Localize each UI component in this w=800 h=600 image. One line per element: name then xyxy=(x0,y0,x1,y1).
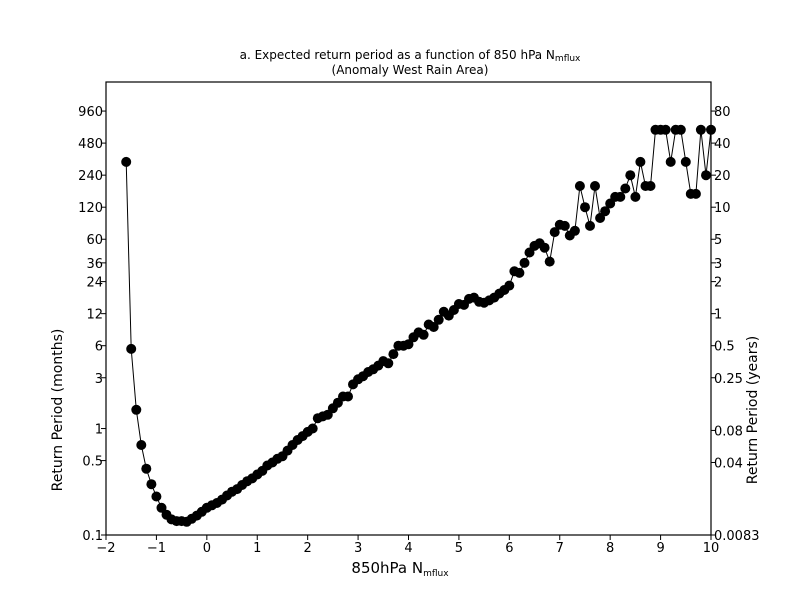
data-point xyxy=(569,225,580,236)
y-right-tick-label: 0.5 xyxy=(714,340,735,355)
x-tick-label: 9 xyxy=(656,541,664,556)
y-right-tick-label: 3 xyxy=(714,257,722,272)
data-point xyxy=(635,156,646,167)
y-left-tick-label: 60 xyxy=(86,233,103,248)
y-right-tick-label: 0.0083 xyxy=(714,529,760,544)
y-right-tick-label: 20 xyxy=(714,169,731,184)
x-tick-label: −2 xyxy=(96,541,115,556)
x-tick-label: 10 xyxy=(703,541,720,556)
y-right-tick-label: 0.08 xyxy=(714,424,743,439)
y-right-tick-label: 10 xyxy=(714,201,731,216)
data-point xyxy=(121,156,132,167)
data-point xyxy=(504,280,515,291)
data-point xyxy=(600,206,611,217)
data-point xyxy=(665,156,676,167)
y-left-tick-label: 6 xyxy=(95,340,103,355)
data-point xyxy=(615,191,626,202)
data-point xyxy=(428,322,439,332)
data-point xyxy=(156,502,167,513)
x-axis-label-text: 850hPa N xyxy=(351,559,423,577)
y-right-tick-label: 0.25 xyxy=(714,372,743,387)
x-axis-ticks: −2 −1 0 1 2 3 4 5 6 7 8 9 10 xyxy=(96,535,719,556)
x-tick-label: 3 xyxy=(354,541,362,556)
data-point xyxy=(585,220,595,231)
y-left-tick-label: 0.5 xyxy=(82,455,103,470)
data-point xyxy=(580,202,590,213)
y-right-tick-label: 2 xyxy=(714,276,722,291)
y-left-tick-label: 24 xyxy=(86,276,103,291)
data-point xyxy=(514,267,525,278)
series-group xyxy=(121,124,716,527)
data-point xyxy=(307,423,318,434)
data-point xyxy=(383,358,394,369)
y-left-tick-label: 12 xyxy=(86,308,103,323)
x-tick-label: 4 xyxy=(404,541,412,556)
data-point xyxy=(559,220,570,231)
data-point xyxy=(660,124,671,135)
data-point xyxy=(141,463,152,474)
data-point xyxy=(544,256,555,267)
data-point xyxy=(343,391,353,402)
y-left-tick-label: 120 xyxy=(78,201,103,216)
y-left-tick-label: 240 xyxy=(78,169,103,184)
y-left-tick-label: 480 xyxy=(78,137,103,152)
y-right-tick-label: 80 xyxy=(714,105,731,120)
y-axis-left-label: Return Period (months) xyxy=(50,329,66,492)
data-point xyxy=(131,404,142,415)
chart-title: a. Expected return period as a function … xyxy=(240,48,581,64)
y-left-tick-label: 0.1 xyxy=(82,529,103,544)
data-point xyxy=(403,339,414,350)
data-point xyxy=(680,156,691,167)
x-tick-label: 5 xyxy=(455,541,463,556)
x-tick-label: 8 xyxy=(606,541,614,556)
data-point xyxy=(620,183,631,194)
y-right-tick-label: 5 xyxy=(714,233,722,248)
data-point xyxy=(706,124,716,135)
chart-title-subscript: mflux xyxy=(555,54,581,64)
x-tick-label: 7 xyxy=(556,541,564,556)
y-left-tick-label: 1 xyxy=(95,423,103,438)
data-point xyxy=(151,491,162,502)
data-point xyxy=(630,191,641,202)
data-point xyxy=(701,170,711,181)
data-point xyxy=(136,440,147,450)
plot-frame xyxy=(105,81,712,536)
data-point xyxy=(645,181,656,191)
data-point xyxy=(519,257,530,268)
data-point xyxy=(574,181,585,191)
data-point xyxy=(418,329,429,340)
chart-title-group: a. Expected return period as a function … xyxy=(240,48,581,77)
chart-title-text: a. Expected return period as a function … xyxy=(240,48,555,62)
y-right-tick-label: 0.04 xyxy=(714,456,743,471)
data-point xyxy=(388,349,399,360)
data-point xyxy=(539,242,550,253)
x-tick-label: 0 xyxy=(203,541,211,556)
x-axis-label: 850hPa Nmflux xyxy=(351,559,449,579)
series-points xyxy=(121,124,716,527)
data-point xyxy=(695,124,706,135)
x-tick-label: −1 xyxy=(147,541,166,556)
y-right-tick-label: 1 xyxy=(714,308,722,323)
x-axis-label-subscript: mflux xyxy=(423,569,449,579)
x-tick-label: 6 xyxy=(505,541,513,556)
y-axis-right-ticks: 0.0083 0.04 0.08 0.25 0.5 1 2 3 5 10 20 40 80 xyxy=(711,105,760,544)
data-point xyxy=(433,314,444,325)
y-right-tick-label: 40 xyxy=(714,137,731,152)
data-point xyxy=(549,227,560,238)
y-left-tick-label: 3 xyxy=(95,372,103,387)
y-left-tick-label: 36 xyxy=(86,257,103,272)
x-tick-label: 1 xyxy=(253,541,261,556)
y-left-tick-label: 960 xyxy=(78,105,103,120)
data-point xyxy=(625,170,636,181)
data-point xyxy=(590,181,600,191)
data-point xyxy=(126,343,137,354)
data-point xyxy=(675,124,686,135)
x-tick-label: 2 xyxy=(304,541,312,556)
data-point xyxy=(146,479,157,490)
y-axis-right-label: Return Period (years) xyxy=(745,336,761,484)
data-point xyxy=(690,188,701,199)
chart-subtitle: (Anomaly West Rain Area) xyxy=(332,63,489,77)
